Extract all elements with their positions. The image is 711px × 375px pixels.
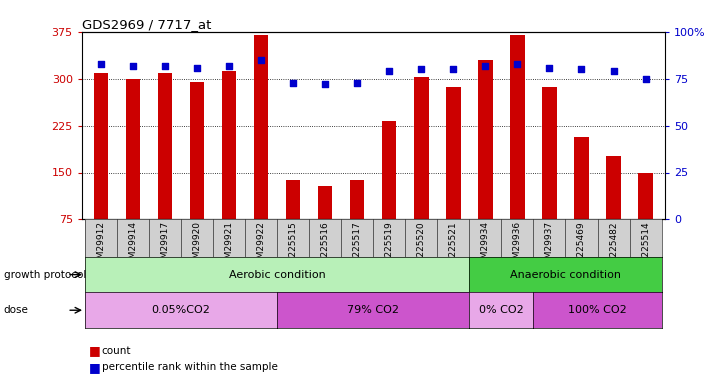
Bar xyxy=(638,172,653,219)
Text: growth protocol: growth protocol xyxy=(4,270,86,280)
Text: GSM29914: GSM29914 xyxy=(129,221,137,270)
Point xyxy=(544,64,555,70)
Text: GSM29921: GSM29921 xyxy=(225,221,234,270)
Text: GSM29917: GSM29917 xyxy=(161,221,169,270)
Text: GSM225514: GSM225514 xyxy=(641,221,650,276)
Bar xyxy=(222,71,236,219)
Text: Aerobic condition: Aerobic condition xyxy=(229,270,326,280)
Text: dose: dose xyxy=(4,305,28,315)
Text: GDS2969 / 7717_at: GDS2969 / 7717_at xyxy=(82,18,211,31)
Text: 0.05%CO2: 0.05%CO2 xyxy=(151,305,210,315)
Bar xyxy=(479,60,493,219)
Bar xyxy=(350,180,365,219)
Point xyxy=(223,63,235,69)
Point xyxy=(287,80,299,86)
Bar xyxy=(510,35,525,219)
Bar xyxy=(286,180,301,219)
Text: GSM29920: GSM29920 xyxy=(193,221,202,270)
Bar xyxy=(318,186,333,219)
Text: GSM225517: GSM225517 xyxy=(353,221,362,276)
Point xyxy=(384,68,395,74)
Text: GSM29922: GSM29922 xyxy=(257,221,266,270)
Text: GSM225519: GSM225519 xyxy=(385,221,394,276)
Point xyxy=(608,68,619,74)
Bar xyxy=(126,79,140,219)
Text: GSM29934: GSM29934 xyxy=(481,221,490,270)
Bar xyxy=(414,77,429,219)
Point xyxy=(191,64,203,70)
Point xyxy=(640,76,651,82)
Point xyxy=(480,63,491,69)
Bar xyxy=(94,72,108,219)
Text: GSM225516: GSM225516 xyxy=(321,221,330,276)
Text: 0% CO2: 0% CO2 xyxy=(479,305,524,315)
Bar xyxy=(382,121,397,219)
Point xyxy=(127,63,139,69)
Bar xyxy=(606,156,621,219)
Text: count: count xyxy=(102,345,131,355)
Point xyxy=(95,61,107,67)
Text: Anaerobic condition: Anaerobic condition xyxy=(510,270,621,280)
Text: ■: ■ xyxy=(89,361,101,374)
Point xyxy=(255,57,267,63)
Text: GSM225515: GSM225515 xyxy=(289,221,298,276)
Text: 100% CO2: 100% CO2 xyxy=(568,305,627,315)
Point xyxy=(448,66,459,72)
Text: GSM225482: GSM225482 xyxy=(609,221,618,276)
Text: GSM225521: GSM225521 xyxy=(449,221,458,276)
Text: GSM29936: GSM29936 xyxy=(513,221,522,270)
Text: percentile rank within the sample: percentile rank within the sample xyxy=(102,362,277,372)
Point xyxy=(512,61,523,67)
Point xyxy=(159,63,171,69)
Point xyxy=(416,66,427,72)
Point xyxy=(576,66,587,72)
Point xyxy=(351,80,363,86)
Text: GSM29912: GSM29912 xyxy=(97,221,105,270)
Text: GSM225469: GSM225469 xyxy=(577,221,586,276)
Bar xyxy=(158,72,172,219)
Bar xyxy=(574,137,589,219)
Text: GSM29937: GSM29937 xyxy=(545,221,554,270)
Text: GSM225520: GSM225520 xyxy=(417,221,426,276)
Text: ■: ■ xyxy=(89,344,101,357)
Bar xyxy=(190,82,204,219)
Text: 79% CO2: 79% CO2 xyxy=(347,305,400,315)
Bar xyxy=(254,35,268,219)
Bar xyxy=(542,87,557,219)
Point xyxy=(319,81,331,87)
Bar xyxy=(447,87,461,219)
